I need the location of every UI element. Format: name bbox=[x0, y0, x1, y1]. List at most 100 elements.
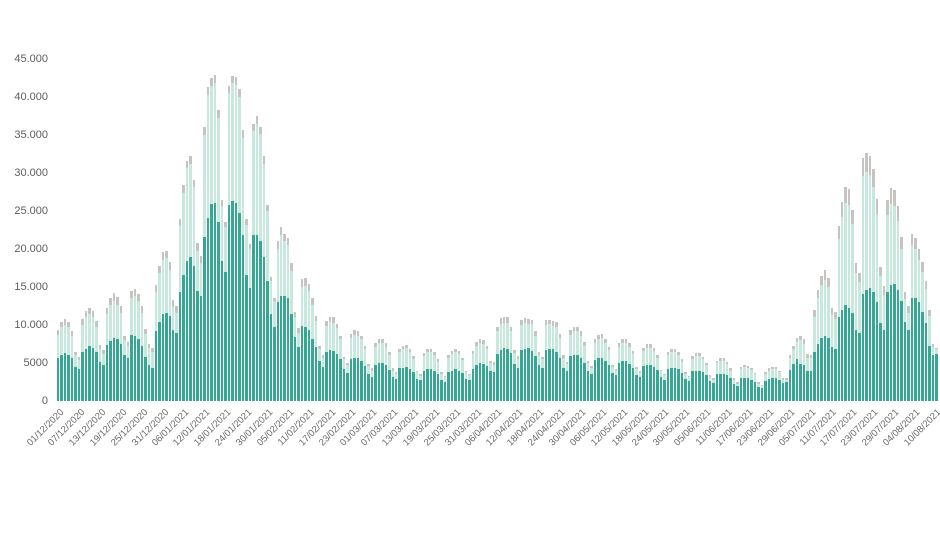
bar[interactable] bbox=[102, 59, 105, 401]
bar[interactable] bbox=[91, 59, 95, 401]
bar[interactable] bbox=[663, 59, 666, 401]
bar[interactable] bbox=[785, 59, 788, 401]
bar[interactable] bbox=[743, 59, 746, 401]
bar[interactable] bbox=[443, 59, 447, 401]
bar[interactable] bbox=[527, 59, 530, 401]
bar[interactable] bbox=[367, 59, 370, 401]
bar[interactable] bbox=[712, 59, 715, 401]
bar[interactable] bbox=[415, 59, 419, 401]
bar[interactable] bbox=[492, 59, 496, 401]
bar[interactable] bbox=[607, 59, 611, 401]
bar[interactable] bbox=[496, 59, 499, 401]
bar[interactable] bbox=[245, 59, 248, 401]
bar[interactable] bbox=[273, 59, 276, 401]
bar[interactable] bbox=[394, 59, 398, 401]
bar[interactable] bbox=[206, 59, 210, 401]
bar[interactable] bbox=[60, 59, 63, 401]
bar[interactable] bbox=[276, 59, 280, 401]
bar[interactable] bbox=[489, 59, 492, 401]
bar[interactable] bbox=[171, 59, 175, 401]
bar[interactable] bbox=[548, 59, 551, 401]
bar[interactable] bbox=[248, 59, 252, 401]
bar[interactable] bbox=[638, 59, 642, 401]
bar[interactable] bbox=[84, 59, 88, 401]
bar[interactable] bbox=[105, 59, 109, 401]
bar[interactable] bbox=[781, 59, 785, 401]
bar[interactable] bbox=[332, 59, 335, 401]
bar[interactable] bbox=[708, 59, 712, 401]
bar[interactable] bbox=[900, 59, 903, 401]
bar[interactable] bbox=[286, 59, 290, 401]
bar[interactable] bbox=[503, 59, 506, 401]
bar[interactable] bbox=[151, 59, 154, 401]
bar[interactable] bbox=[408, 59, 412, 401]
bar[interactable] bbox=[123, 59, 126, 401]
bar[interactable] bbox=[628, 59, 631, 401]
bar[interactable] bbox=[834, 59, 837, 401]
bar[interactable] bbox=[468, 59, 471, 401]
bar[interactable] bbox=[318, 59, 321, 401]
bar[interactable] bbox=[154, 59, 158, 401]
bar[interactable] bbox=[388, 59, 391, 401]
bar[interactable] bbox=[875, 59, 879, 401]
bar[interactable] bbox=[520, 59, 523, 401]
bar[interactable] bbox=[349, 59, 353, 401]
bar[interactable] bbox=[464, 59, 468, 401]
bar[interactable] bbox=[433, 59, 436, 401]
bar[interactable] bbox=[889, 59, 893, 401]
bar[interactable] bbox=[774, 59, 778, 401]
bar[interactable] bbox=[534, 59, 537, 401]
bar[interactable] bbox=[126, 59, 130, 401]
bar[interactable] bbox=[255, 59, 259, 401]
bar[interactable] bbox=[523, 59, 527, 401]
bar[interactable] bbox=[461, 59, 464, 401]
bar[interactable] bbox=[802, 59, 806, 401]
bar[interactable] bbox=[715, 59, 719, 401]
bar[interactable] bbox=[426, 59, 429, 401]
bar[interactable] bbox=[300, 59, 304, 401]
bar[interactable] bbox=[698, 59, 701, 401]
bar[interactable] bbox=[185, 59, 189, 401]
bar[interactable] bbox=[109, 59, 112, 401]
bar[interactable] bbox=[617, 59, 621, 401]
bar[interactable] bbox=[374, 59, 377, 401]
bar[interactable] bbox=[673, 59, 677, 401]
bar[interactable] bbox=[412, 59, 415, 401]
bar[interactable] bbox=[806, 59, 809, 401]
bar[interactable] bbox=[649, 59, 652, 401]
bar[interactable] bbox=[259, 59, 262, 401]
bar[interactable] bbox=[684, 59, 687, 401]
bar[interactable] bbox=[680, 59, 684, 401]
bar[interactable] bbox=[854, 59, 858, 401]
bar[interactable] bbox=[771, 59, 774, 401]
bar[interactable] bbox=[757, 59, 760, 401]
bar[interactable] bbox=[217, 59, 220, 401]
bar[interactable] bbox=[297, 59, 300, 401]
bar[interactable] bbox=[192, 59, 196, 401]
bar[interactable] bbox=[506, 59, 509, 401]
bar[interactable] bbox=[227, 59, 231, 401]
bar[interactable] bbox=[252, 59, 255, 401]
bar[interactable] bbox=[778, 59, 781, 401]
bar[interactable] bbox=[339, 59, 342, 401]
bar[interactable] bbox=[457, 59, 461, 401]
bar[interactable] bbox=[840, 59, 844, 401]
bar[interactable] bbox=[516, 59, 520, 401]
bar[interactable] bbox=[130, 59, 133, 401]
bar[interactable] bbox=[844, 59, 847, 401]
bar[interactable] bbox=[746, 59, 750, 401]
bar[interactable] bbox=[562, 59, 565, 401]
bar[interactable] bbox=[391, 59, 395, 401]
bar[interactable] bbox=[370, 59, 374, 401]
bar[interactable] bbox=[795, 59, 799, 401]
bar[interactable] bbox=[753, 59, 757, 401]
bar[interactable] bbox=[642, 59, 645, 401]
bar[interactable] bbox=[199, 59, 203, 401]
bar[interactable] bbox=[178, 59, 182, 401]
bar[interactable] bbox=[583, 59, 586, 401]
bar[interactable] bbox=[858, 59, 861, 401]
bar[interactable] bbox=[816, 59, 820, 401]
bar[interactable] bbox=[593, 59, 597, 401]
bar[interactable] bbox=[314, 59, 318, 401]
bar[interactable] bbox=[158, 59, 161, 401]
